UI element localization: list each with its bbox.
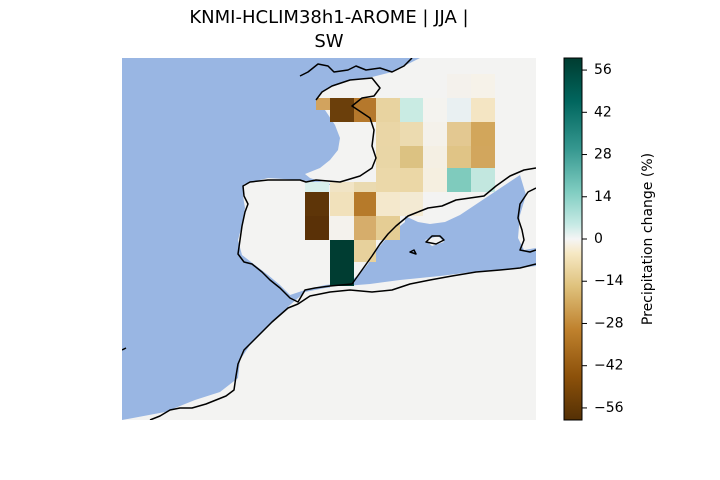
colorbar-tick-label: 0: [594, 231, 603, 247]
colorbar-tick-label: −14: [594, 273, 624, 289]
title-line-1: KNMI-HCLIM38h1-AROME | JJA |: [189, 7, 469, 28]
colorbar-tick-label: −28: [594, 315, 624, 331]
coastline-balearic: [425, 235, 445, 245]
map-panel: [122, 58, 536, 420]
colorbar-tick-label: 14: [594, 189, 612, 205]
coastline-iberia-small-isle: [122, 347, 127, 351]
coastline-north-africa: [149, 263, 536, 420]
coastlines: [122, 58, 536, 420]
map-title: KNMI-HCLIM38h1-AROME | JJA | SW: [122, 6, 536, 54]
coastline-corsica: [517, 187, 536, 253]
coastline-france: [299, 58, 413, 77]
colorbar-tick-label: 28: [594, 147, 612, 163]
colorbar-tick-label: 42: [594, 104, 612, 120]
coastline-islet: [409, 249, 417, 255]
colorbar: 56 42 28 14 0 −14 −28 −42 −56 Precipitation chan…: [563, 57, 656, 421]
colorbar-tick-label: −42: [594, 358, 624, 374]
colorbar-label: Precipitation change (%): [640, 153, 656, 325]
precip-grid: [305, 74, 518, 356]
colorbar-tick-label: −56: [594, 400, 624, 416]
coastline-brittany: [237, 77, 419, 303]
title-line-2: SW: [314, 31, 344, 52]
colorbar-ticks: 56 42 28 14 0 −14 −28 −42 −56: [582, 62, 624, 416]
colorbar-tick-label: 56: [594, 62, 612, 78]
coastline-gulf-of-lion: [417, 167, 536, 213]
colorbar-gradient: [564, 58, 582, 420]
